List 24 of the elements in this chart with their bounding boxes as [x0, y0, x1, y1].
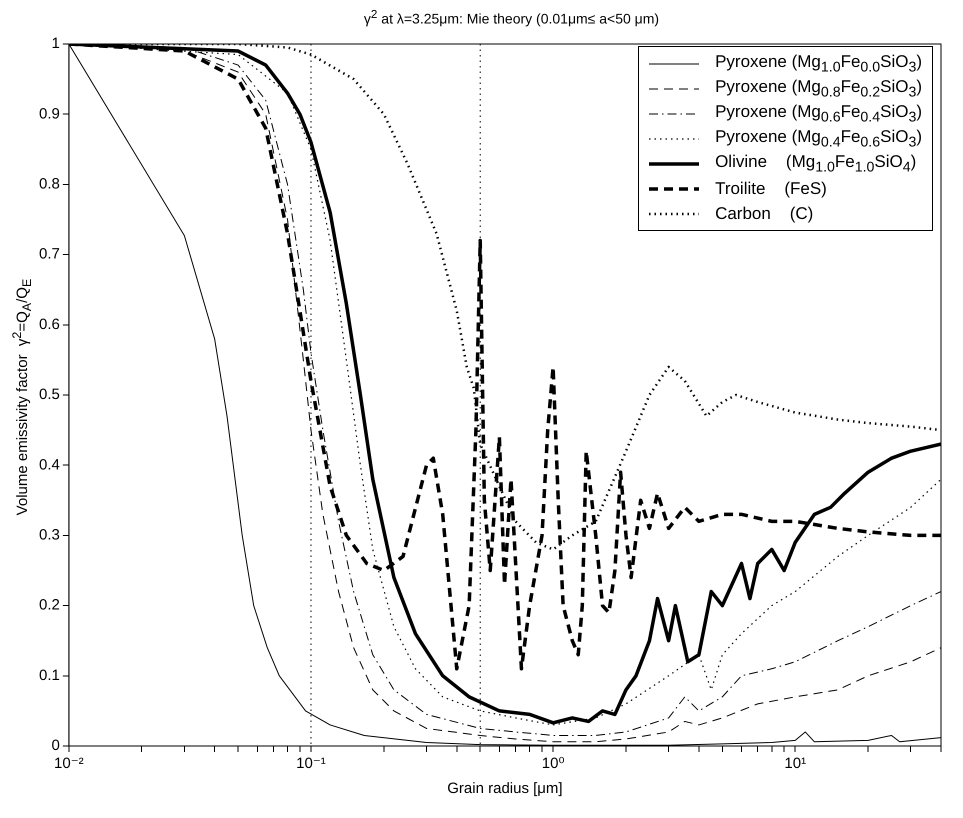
x-tick-label: 10⁻²: [54, 755, 84, 772]
x-axis-title: Grain radius [μm]: [447, 780, 563, 798]
y-tick-label: 0.2: [38, 596, 60, 614]
legend-label: Troilite (FeS): [715, 178, 827, 198]
y-tick-label: 0.7: [38, 246, 60, 263]
x-tick-label: 10¹: [784, 755, 806, 772]
y-tick-label: 0.6: [38, 316, 60, 333]
y-tick-label: 0.1: [38, 666, 60, 684]
legend-label: Pyroxene (Mg$_{0.6}$Fe$_{0.4}$SiO$_{3}$): [715, 102, 922, 126]
y-tick-label: 0: [52, 737, 60, 754]
x-tick-label: 10⁰: [542, 755, 564, 772]
y-tick-label: 0.4: [38, 456, 60, 474]
x-tick-label: 10⁻¹: [296, 755, 326, 772]
y-tick-label: 0.5: [38, 386, 60, 404]
chart-title: γ$^{2}$ at λ=3.25μm: Mie theory (0.01μm≤ a<50 μm): [362, 8, 660, 29]
legend-label: Pyroxene (Mg$_{0.8}$Fe$_{0.2}$SiO$_{3}$): [715, 76, 922, 100]
y-tick-label: 0.9: [38, 105, 60, 122]
legend-label: Olivine (Mg$_{1.0}$Fe$_{1.0}$SiO$_{4}$): [715, 152, 916, 176]
legend-label: Pyroxene (Mg$_{0.4}$Fe$_{0.6}$SiO$_{3}$): [715, 126, 922, 150]
legend-label: Carbon (C): [715, 204, 814, 224]
legend-label: Pyroxene (Mg$_{1.0}$Fe$_{0.0}$SiO$_{3}$): [715, 52, 922, 76]
y-tick-label: 1: [52, 35, 60, 52]
y-tick-label: 0.8: [38, 176, 60, 193]
y-tick-label: 0.3: [38, 526, 60, 544]
